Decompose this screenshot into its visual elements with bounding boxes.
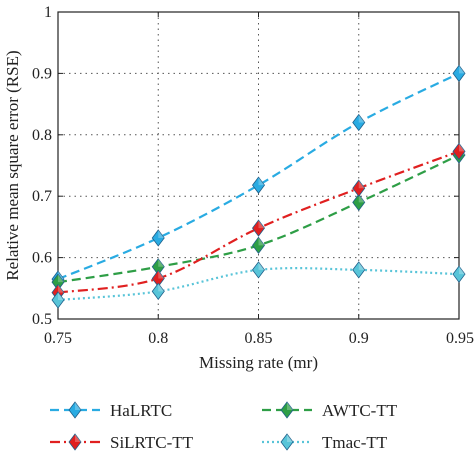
data-point-marker (252, 236, 265, 254)
legend-item: SiLRTC-TT (50, 433, 194, 452)
data-point-marker (352, 193, 366, 212)
data-point-marker (352, 113, 366, 132)
legend-label: HaLRTC (110, 401, 172, 420)
series-tmac-tt (51, 261, 466, 309)
y-tick-label: 0.6 (32, 250, 52, 267)
data-point-marker (352, 261, 366, 279)
legend-item: AWTC-TT (262, 401, 398, 420)
data-point-marker (252, 261, 265, 279)
x-tick-label: 0.9 (349, 330, 369, 347)
legend-label: SiLRTC-TT (110, 433, 194, 452)
series-silrtc-tt (51, 142, 466, 302)
x-tick-label: 0.75 (44, 330, 72, 347)
legend-marker (280, 433, 294, 451)
data-point-marker (252, 176, 265, 194)
series-line (57, 267, 460, 302)
x-axis-ticks: 0.75 0.8 0.85 0.9 0.95 (44, 12, 474, 347)
data-point-marker (151, 282, 165, 301)
y-tick-label: 0.8 (32, 127, 52, 144)
series-layer (51, 64, 466, 309)
legend-label: AWTC-TT (322, 401, 398, 420)
legend-item: HaLRTC (50, 401, 172, 420)
data-point-marker (151, 229, 165, 247)
legend-item: Tmac-TT (262, 433, 388, 452)
y-tick-label: 1 (44, 4, 52, 21)
legend-marker (68, 401, 82, 419)
x-tick-label: 0.8 (148, 330, 168, 347)
data-point-marker (352, 179, 366, 197)
x-tick-label: 0.95 (446, 330, 474, 347)
data-point-marker (452, 64, 466, 83)
legend: HaLRTC AWTC-TT SiLRTC-TT Tmac-TT (50, 401, 398, 452)
grid (58, 12, 459, 319)
series-line (57, 72, 460, 281)
y-tick-label: 0.7 (32, 188, 52, 205)
y-axis-ticks: 0.5 0.6 0.7 0.8 0.9 1 (32, 4, 459, 328)
y-axis-label: Relative mean square error (RSE) (3, 50, 22, 280)
series-line (57, 150, 460, 294)
legend-label: Tmac-TT (322, 433, 388, 452)
y-tick-label: 0.9 (32, 65, 52, 82)
data-point-marker (452, 265, 466, 283)
y-tick-label: 0.5 (32, 311, 52, 328)
data-point-marker (51, 291, 65, 309)
data-point-marker (252, 219, 265, 237)
legend-marker (280, 401, 294, 419)
data-point-marker (452, 142, 466, 161)
x-tick-label: 0.85 (245, 330, 273, 347)
x-axis-label: Missing rate (mr) (199, 353, 318, 372)
legend-marker (68, 433, 82, 451)
